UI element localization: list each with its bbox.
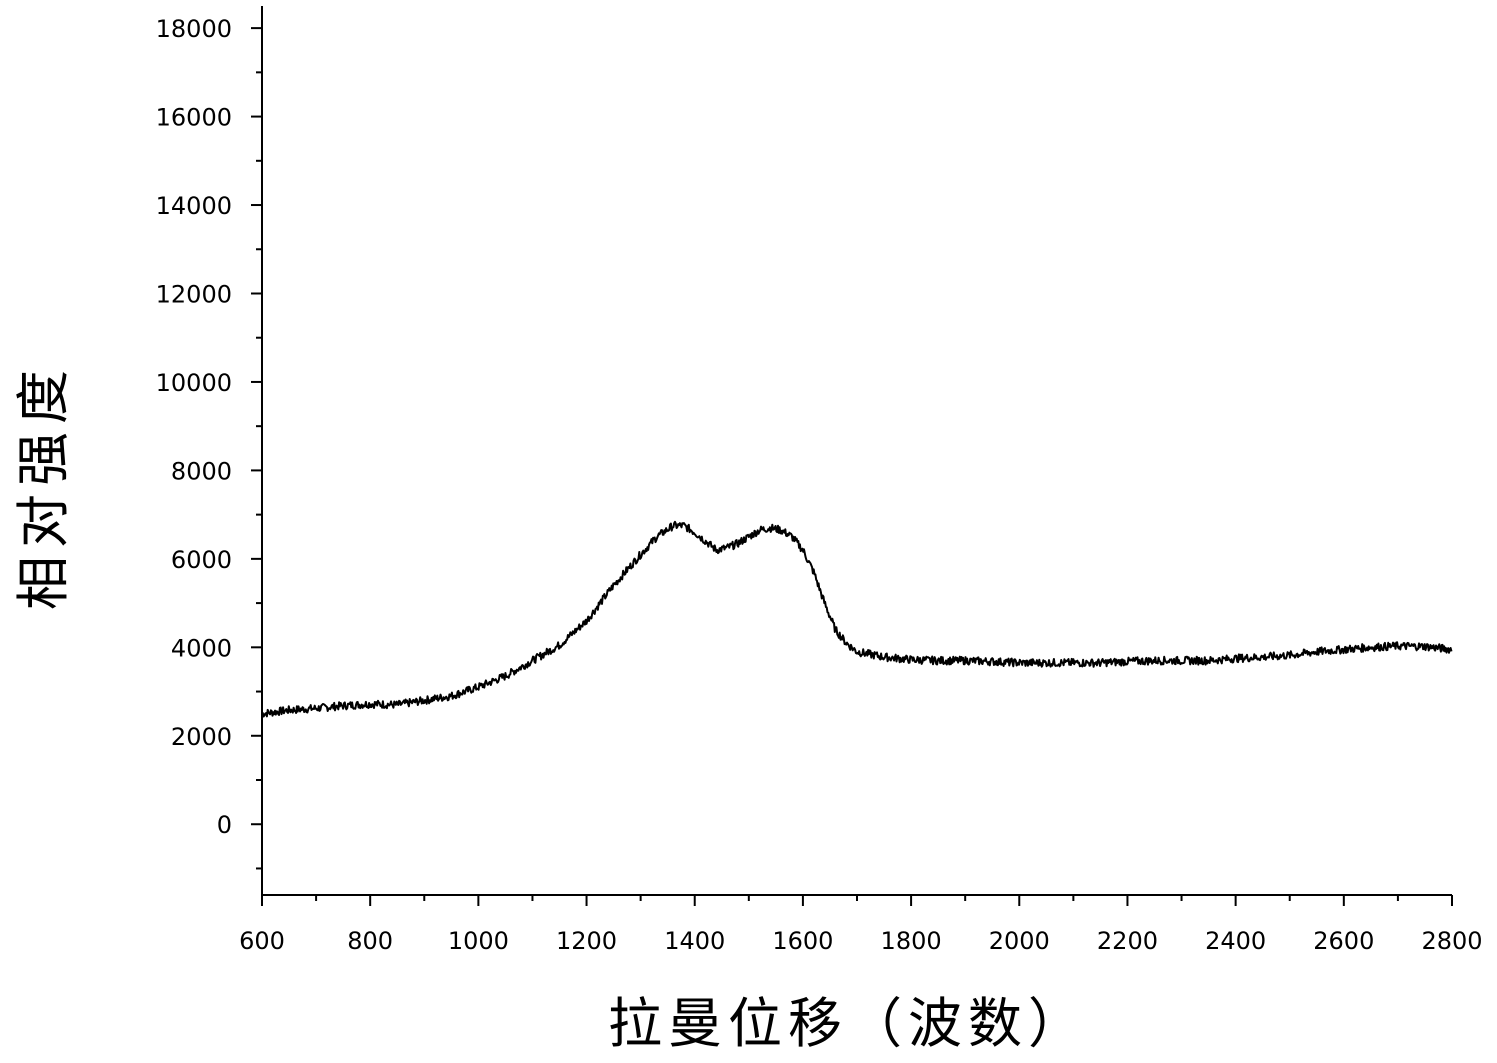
y-tick-label: 10000 [156, 369, 232, 397]
x-tick-label: 2000 [989, 927, 1050, 955]
y-tick-label: 8000 [171, 457, 232, 485]
spectrum-line [261, 520, 1453, 718]
x-tick-label: 1400 [664, 927, 725, 955]
y-axis-ticks: 0 2000 4000 6000 8000 10000 12000 14000 16000 180… [156, 15, 262, 870]
y-tick-label: 4000 [171, 634, 232, 662]
x-tick-label: 1000 [448, 927, 509, 955]
x-axis-ticks: 600 800 1000 1200 1400 1600 1800 2000 2200 2400 26… [239, 895, 1483, 955]
x-axis-title: 拉曼位移（波数） [608, 992, 1088, 1055]
x-tick-label: 2800 [1421, 927, 1482, 955]
x-tick-label: 1800 [881, 927, 942, 955]
y-axis-title: 相对强度 [12, 362, 75, 610]
plot-area [261, 520, 1453, 718]
y-tick-label: 6000 [171, 546, 232, 574]
axes [261, 6, 1452, 896]
y-tick-label: 0 [217, 811, 232, 839]
y-tick-label: 14000 [156, 192, 232, 220]
x-tick-label: 1600 [772, 927, 833, 955]
x-tick-label: 2200 [1097, 927, 1158, 955]
y-tick-label: 12000 [156, 280, 232, 308]
y-tick-label: 2000 [171, 723, 232, 751]
x-tick-label: 800 [347, 927, 393, 955]
x-tick-label: 1200 [556, 927, 617, 955]
y-tick-label: 18000 [156, 15, 232, 43]
x-tick-label: 600 [239, 927, 285, 955]
y-tick-label: 16000 [156, 104, 232, 132]
x-tick-label: 2600 [1313, 927, 1374, 955]
x-tick-label: 2400 [1205, 927, 1266, 955]
